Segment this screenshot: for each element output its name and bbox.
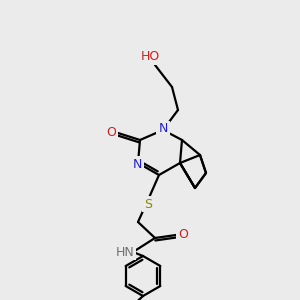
Text: N: N: [132, 158, 142, 170]
Text: O: O: [106, 127, 116, 140]
Text: O: O: [178, 229, 188, 242]
Text: N: N: [158, 122, 168, 136]
Text: HO: HO: [140, 50, 160, 64]
Text: HN: HN: [116, 245, 134, 259]
Text: S: S: [144, 197, 152, 211]
